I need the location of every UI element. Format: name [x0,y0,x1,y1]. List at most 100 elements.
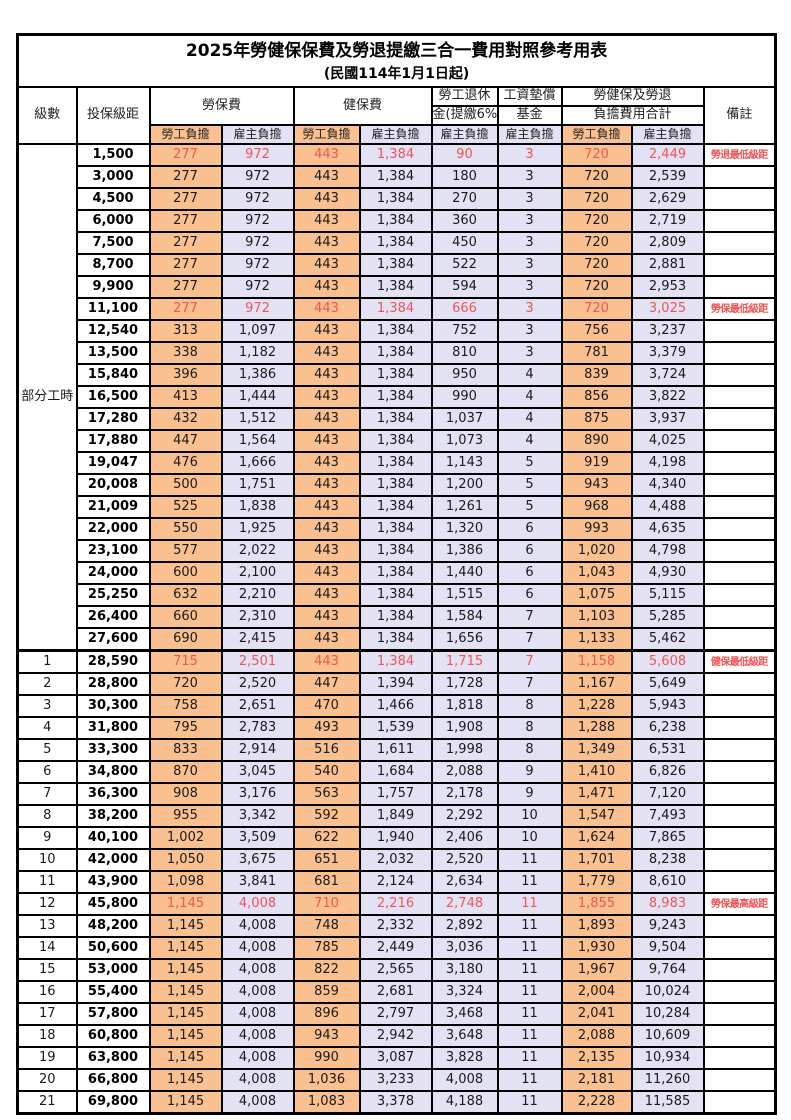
table-row: 3,000 277 972 443 1,384 180 3 720 2,539 [18,165,777,189]
labor-employer-cell: 2,783 [220,716,295,740]
wage-fund-employer-cell: 11 [496,892,563,916]
note-cell [702,980,777,1004]
page-subtitle: (民國114年1月1日起) [323,65,470,82]
health-employer-cell: 1,384 [358,561,433,585]
total-employee-cell: 1,075 [560,583,633,607]
total-employee-cell: 1,547 [560,804,633,828]
table-row: 13,500 338 1,182 443 1,384 810 3 781 3,379 [18,341,777,365]
labor-employer-cell: 4,008 [220,1068,295,1092]
total-employer-cell: 4,025 [630,429,705,453]
health-employee-cell: 443 [292,297,361,321]
note-cell [702,804,777,828]
table-row: 13 48,200 1,145 4,008 748 2,332 2,892 11 1,893 9,… [16,914,777,938]
table-row: 19 63,800 1,145 4,008 990 3,087 3,828 11 2,135 10… [16,1046,777,1070]
health-employer-cell: 1,384 [358,539,433,563]
col-header-wage-fund-line2: 基金 [496,105,563,126]
total-employee-cell: 720 [560,209,633,233]
table-row: 6,000 277 972 443 1,384 360 3 720 2,719 [18,209,777,233]
labor-employer-cell: 3,176 [220,782,295,806]
pension-employer-cell: 360 [430,209,499,233]
table-row: 25,250 632 2,210 443 1,384 1,515 6 1,075 5,115 [18,583,777,607]
bracket-cell: 38,200 [75,804,151,828]
total-employee-cell: 1,133 [560,627,633,652]
level-cell: 14 [16,936,78,960]
note-cell [702,517,777,541]
total-employer-cell: 10,284 [630,1002,705,1026]
header-row-1: 級數 投保級距 勞保費 健保費 勞工退休 工資墊償 勞健保及勞退 備註 [16,86,777,145]
note-cell [702,672,777,696]
table-row: 26,400 660 2,310 443 1,384 1,584 7 1,103 5,285 [18,605,777,629]
bracket-cell: 27,600 [75,627,151,652]
total-employer-cell: 5,943 [630,694,705,718]
table-row: 11 43,900 1,098 3,841 681 2,124 2,634 11 1,779 8,… [16,870,777,894]
table-row: 12 45,800 1,145 4,008 710 2,216 2,748 11 1,855 8,… [16,892,777,916]
note-cell [702,958,777,982]
labor-employer-cell: 3,342 [220,804,295,828]
pension-employer-cell: 1,908 [430,716,499,740]
labor-employer-cell: 2,501 [220,649,295,674]
labor-employer-cell: 972 [220,253,295,277]
table-row: 11,100 277 972 443 1,384 666 3 720 3,025 勞保最低級距 [18,297,777,321]
total-employer-cell: 3,724 [630,363,705,387]
level-cell: 16 [16,980,78,1004]
bracket-cell: 1,500 [75,143,151,167]
table-row: 19,047 476 1,666 443 1,384 1,143 5 919 4,198 [18,451,777,475]
health-employer-cell: 1,384 [358,363,433,387]
health-employee-cell: 443 [292,165,361,189]
labor-employer-cell: 2,520 [220,672,295,696]
pension-employer-cell: 3,468 [430,1002,499,1026]
health-employee-cell: 896 [292,1002,361,1026]
level-cell: 11 [16,870,78,894]
health-employer-cell: 1,384 [358,451,433,475]
health-employee-cell: 443 [292,495,361,519]
note-cell [702,605,777,629]
labor-employee-cell: 632 [148,583,223,607]
note-cell [702,429,777,453]
table-row: 15,840 396 1,386 443 1,384 950 4 839 3,724 [18,363,777,387]
total-employee-cell: 1,158 [560,649,633,674]
bracket-cell: 63,800 [75,1046,151,1070]
health-employer-cell: 1,384 [358,319,433,343]
table-row: 15 53,000 1,145 4,008 822 2,565 3,180 11 1,967 9,… [16,958,777,982]
labor-employee-cell: 577 [148,539,223,563]
pension-employer-cell: 450 [430,231,499,255]
note-cell [702,1068,777,1092]
col-header-wage-fund-line1: 工資墊償 [496,86,563,107]
level-cell: 2 [16,672,78,696]
total-employer-cell: 3,822 [630,385,705,409]
labor-employer-cell: 1,666 [220,451,295,475]
pension-employer-cell: 2,292 [430,804,499,828]
total-employee-cell: 720 [560,231,633,255]
table-row: 17,880 447 1,564 443 1,384 1,073 4 890 4,025 [18,429,777,453]
labor-employer-cell: 972 [220,297,295,321]
bracket-cell: 28,800 [75,672,151,696]
total-employer-cell: 4,488 [630,495,705,519]
labor-employee-cell: 1,145 [148,1024,223,1048]
total-employee-cell: 1,020 [560,539,633,563]
health-employee-cell: 443 [292,649,361,674]
pension-employer-cell: 1,584 [430,605,499,629]
wage-fund-employer-cell: 5 [496,451,563,475]
table-row: 8 38,200 955 3,342 592 1,849 2,292 10 1,547 7,493 [16,804,777,828]
note-cell: 勞保最低級距 [702,297,777,321]
labor-employee-cell: 277 [148,253,223,277]
note-cell [702,407,777,431]
wage-fund-employer-cell: 4 [496,429,563,453]
note-cell [702,165,777,189]
wage-fund-employer-cell: 11 [496,848,563,872]
table-row: 18 60,800 1,145 4,008 943 2,942 3,648 11 2,088 10… [16,1024,777,1048]
labor-employer-cell: 2,914 [220,738,295,762]
total-employee-cell: 943 [560,473,633,497]
total-employer-cell: 2,809 [630,231,705,255]
note-cell [702,275,777,299]
total-employer-cell: 7,120 [630,782,705,806]
labor-employee-cell: 550 [148,517,223,541]
total-employer-cell: 2,881 [630,253,705,277]
bracket-cell: 31,800 [75,716,151,740]
level-cell: 8 [16,804,78,828]
labor-employer-cell: 3,841 [220,870,295,894]
total-employee-cell: 856 [560,385,633,409]
pension-employer-cell: 4,008 [430,1068,499,1092]
labor-employee-cell: 277 [148,187,223,211]
note-cell [702,231,777,255]
